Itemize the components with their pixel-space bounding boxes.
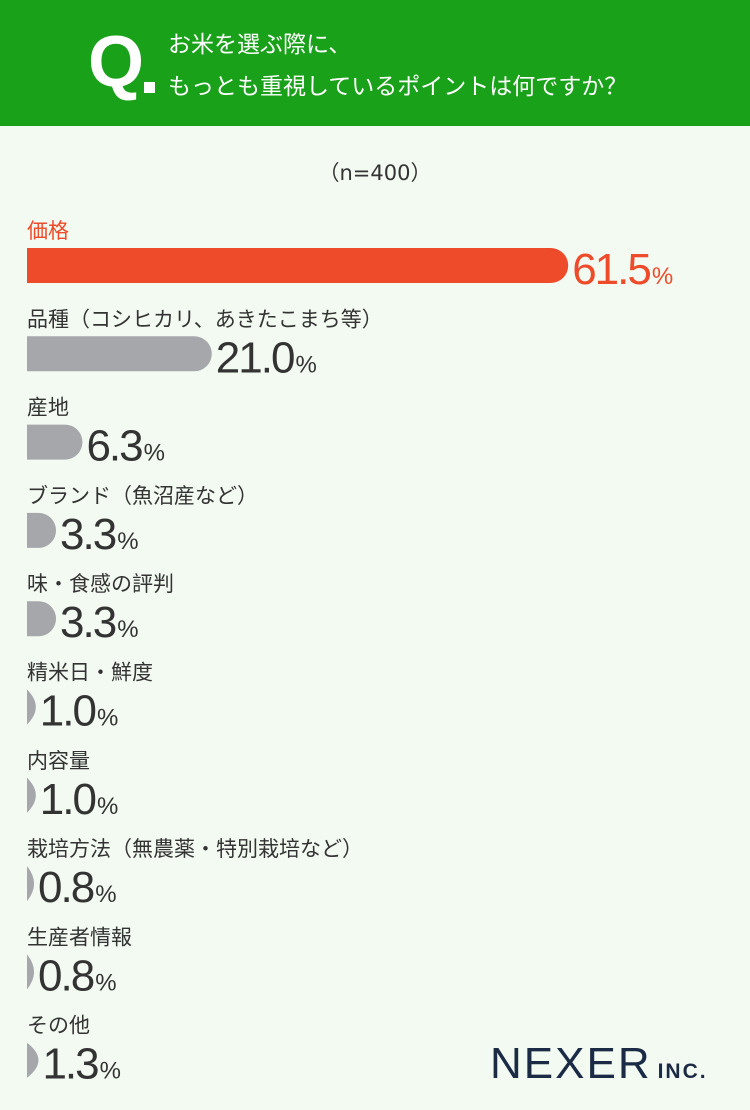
question-mark: Q xyxy=(88,22,145,102)
bar xyxy=(27,954,35,990)
bar xyxy=(27,336,212,372)
category-label: その他 xyxy=(27,1014,90,1038)
question-mark-dot xyxy=(144,82,155,93)
value-label: 21.0% xyxy=(216,333,317,382)
logo-name: NEXER xyxy=(490,1039,652,1088)
question-line-1: お米を選ぶ際に、 xyxy=(168,32,352,58)
category-label: 内容量 xyxy=(27,749,90,773)
value-label: 3.3% xyxy=(60,598,139,647)
bar xyxy=(27,866,35,902)
category-label: ブランド（魚沼産など） xyxy=(27,484,258,508)
category-label: 価格 xyxy=(27,219,69,243)
value-label: 0.8% xyxy=(38,863,117,912)
logo-suffix: INC. xyxy=(657,1060,708,1083)
value-label: 1.0% xyxy=(40,775,119,824)
bar xyxy=(27,1042,39,1078)
category-label: 栽培方法（無農薬・特別栽培など） xyxy=(27,837,363,861)
category-label: 生産者情報 xyxy=(27,925,132,949)
category-label: 精米日・鮮度 xyxy=(27,661,153,685)
nexer-logo: NEXER INC. xyxy=(490,1040,708,1088)
category-label: 産地 xyxy=(27,396,69,420)
sample-size: （n=400） xyxy=(318,161,432,185)
bar xyxy=(27,689,36,725)
bar xyxy=(27,777,36,813)
category-label: 味・食感の評判 xyxy=(27,572,174,596)
bar xyxy=(27,601,57,637)
question-header: Q お米を選ぶ際に、 もっとも重視しているポイントは何ですか？ xyxy=(0,0,750,126)
bar xyxy=(27,424,83,460)
value-label: 1.0% xyxy=(40,687,119,736)
bar xyxy=(27,512,57,548)
value-label: 1.3% xyxy=(42,1040,121,1089)
value-label: 0.8% xyxy=(38,951,117,1000)
bar xyxy=(27,248,569,283)
question-line-2: もっとも重視しているポイントは何ですか？ xyxy=(168,74,628,100)
value-label: 61.5% xyxy=(572,245,673,294)
value-label: 6.3% xyxy=(86,422,165,471)
value-label: 3.3% xyxy=(60,510,139,559)
category-label: 品種（コシヒカリ、あきたこまち等） xyxy=(27,307,383,331)
